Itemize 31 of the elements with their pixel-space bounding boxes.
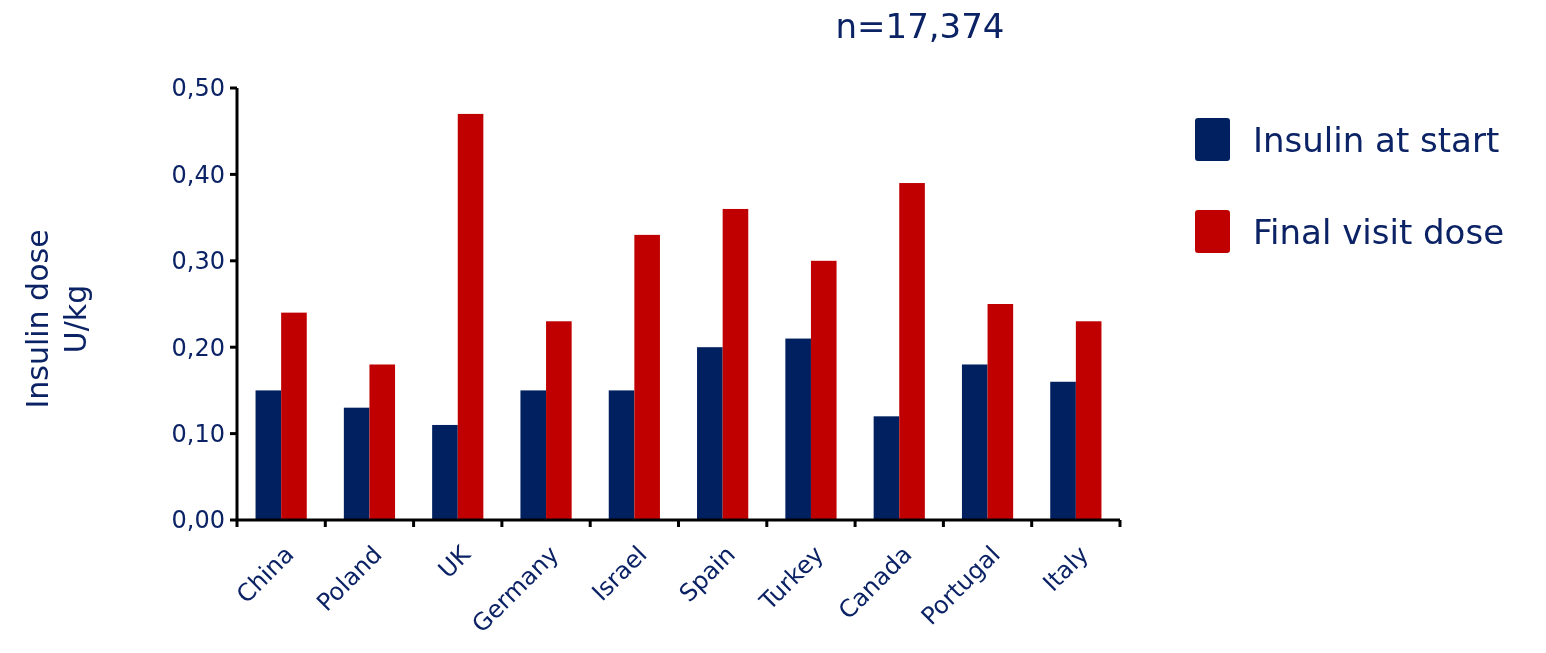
bar: [1075, 321, 1102, 520]
bar: [899, 183, 925, 520]
bar: [810, 260, 837, 520]
bar: [546, 321, 572, 520]
y-tick-label: 0,20: [171, 333, 225, 362]
bar: [697, 347, 723, 520]
bar: [457, 113, 484, 520]
chart-title: n=17,374: [835, 6, 1005, 46]
bar: [255, 390, 282, 520]
bar: [961, 364, 988, 520]
y-tick-label: 0,10: [171, 420, 225, 448]
y-tick-label: 0,50: [171, 74, 225, 103]
bar: [634, 234, 660, 520]
bar: [281, 312, 307, 520]
bar: [432, 424, 458, 520]
bar: [608, 390, 635, 520]
bar: [873, 416, 900, 520]
bar: [722, 208, 749, 520]
y-tick-label: 0,30: [171, 247, 225, 276]
bar: [987, 304, 1014, 520]
y-axis-title: Insulin dose U/kg: [20, 229, 93, 409]
bar: [343, 407, 370, 520]
x-tick-label: UK: [432, 539, 477, 584]
bar: [1050, 381, 1076, 520]
bar: [785, 338, 811, 520]
bar: [369, 364, 396, 520]
legend-label: Final visit dose: [1253, 211, 1505, 252]
y-tick-label: 0,00: [171, 506, 225, 535]
legend-label: Insulin at start: [1253, 119, 1500, 160]
bar: [520, 390, 547, 520]
y-tick-label: 0,40: [171, 160, 225, 189]
